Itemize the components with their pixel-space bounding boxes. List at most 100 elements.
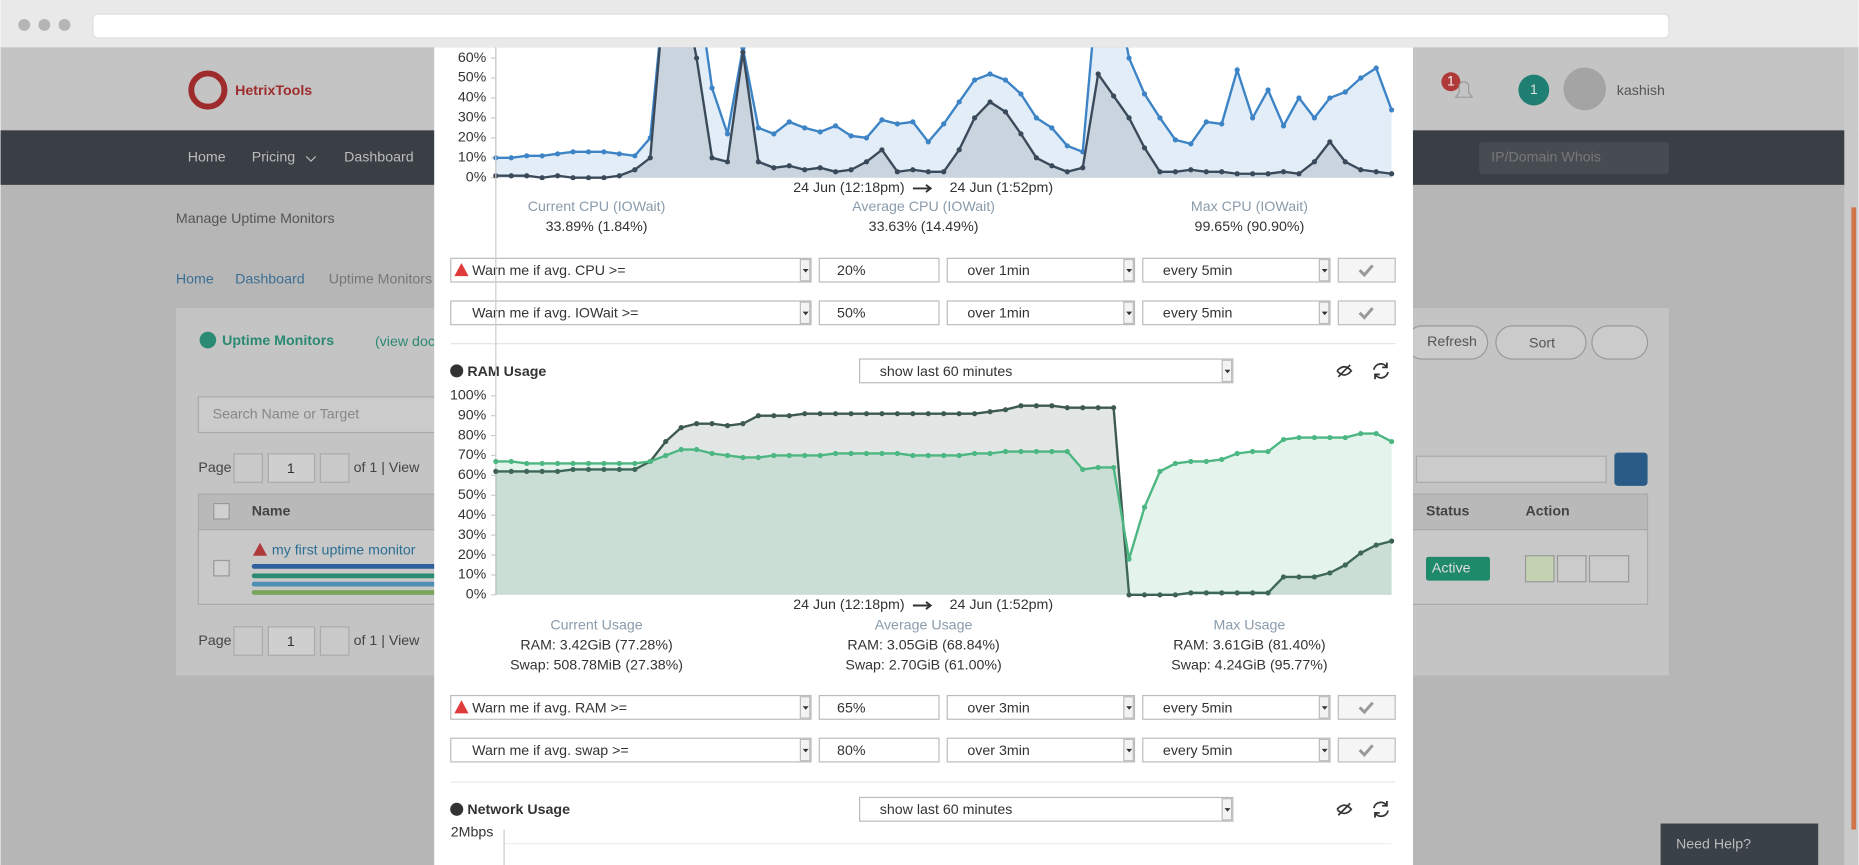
threshold-input[interactable] — [818, 257, 940, 283]
range-select[interactable] — [858, 358, 1234, 384]
window-select[interactable] — [946, 694, 1136, 720]
data-point — [1064, 405, 1070, 411]
data-point — [1188, 590, 1194, 596]
data-point — [1311, 574, 1318, 580]
data-point — [724, 452, 731, 459]
data-point — [601, 466, 607, 473]
data-point — [1049, 403, 1055, 409]
nav-item[interactable]: Dashboard — [344, 149, 413, 165]
nav-item[interactable]: Pricing — [252, 149, 295, 165]
breadcrumb[interactable]: Dashboard — [235, 271, 304, 287]
threshold-input[interactable] — [818, 737, 940, 763]
select-value: Warn me if avg. CPU >= — [472, 263, 625, 279]
data-point — [941, 411, 947, 417]
select-caret — [1321, 268, 1328, 273]
pager-label: Page — [198, 460, 231, 476]
pager-next[interactable] — [319, 453, 350, 483]
stat-value: RAM: 3.42GiB (77.28%) — [520, 638, 672, 654]
metric-select[interactable] — [450, 257, 812, 283]
docs-link[interactable]: (view docs) — [375, 334, 447, 350]
view-button[interactable] — [1524, 555, 1555, 583]
data-point — [972, 411, 978, 417]
data-point — [570, 149, 576, 155]
data-point — [1126, 55, 1132, 61]
logo-icon — [188, 70, 228, 110]
frequency-select[interactable] — [1142, 737, 1331, 763]
column-header: Name — [252, 504, 291, 520]
column-header: Status — [1426, 504, 1470, 520]
refresh-icon — [1372, 801, 1389, 818]
data-point — [1296, 434, 1302, 441]
threshold-input[interactable] — [818, 694, 940, 720]
data-point — [802, 411, 808, 417]
metric-select[interactable] — [450, 694, 812, 720]
pager-prev[interactable] — [233, 626, 263, 656]
help-button[interactable] — [1660, 823, 1819, 865]
window-select[interactable] — [946, 257, 1136, 283]
sort-button[interactable] — [1495, 325, 1587, 360]
select-caret — [1126, 748, 1133, 753]
data-point — [1095, 71, 1101, 77]
select-value: Warn me if avg. swap >= — [472, 743, 629, 759]
data-point — [508, 155, 514, 161]
y-tick-label: 50% — [458, 70, 487, 86]
data-point — [910, 167, 916, 173]
data-point — [724, 131, 731, 137]
username[interactable]: kashish — [1617, 83, 1665, 99]
stat-label: Max CPU (IOWait) — [1191, 199, 1308, 215]
y-tick-label: 70% — [458, 447, 487, 463]
status-badge[interactable] — [1425, 556, 1490, 581]
pager-prev[interactable] — [233, 453, 263, 483]
range-select[interactable] — [858, 796, 1234, 822]
data-point — [1342, 434, 1348, 441]
data-point — [1126, 556, 1132, 562]
stat-value: 33.63% (14.49%) — [869, 219, 979, 235]
warning-icon — [454, 263, 469, 277]
data-point — [1157, 592, 1163, 598]
pager-input[interactable] — [267, 453, 316, 483]
data-point — [1141, 91, 1148, 97]
window-select[interactable] — [946, 300, 1136, 326]
metric-select[interactable] — [450, 300, 812, 326]
frequency-select[interactable] — [1142, 694, 1331, 720]
breadcrumb[interactable]: Home — [176, 271, 214, 287]
header-checkbox[interactable] — [213, 503, 230, 520]
select-value: over 3min — [967, 743, 1029, 759]
nav-item[interactable]: Home — [188, 149, 226, 165]
pager-next[interactable] — [319, 626, 350, 656]
bulk-select[interactable] — [1415, 455, 1607, 483]
frequency-select[interactable] — [1142, 300, 1331, 326]
action-menu[interactable] — [1588, 555, 1630, 583]
user-badge-count: 1 — [1530, 82, 1538, 98]
data-point — [956, 99, 962, 105]
data-point — [1111, 93, 1117, 99]
window-select[interactable] — [946, 737, 1136, 763]
data-point — [832, 123, 839, 129]
row-checkbox[interactable] — [213, 559, 230, 577]
data-point — [771, 165, 777, 171]
frequency-select[interactable] — [1142, 257, 1331, 283]
data-point — [1219, 590, 1225, 596]
data-point — [693, 446, 700, 453]
whois-box[interactable] — [1479, 142, 1669, 175]
threshold-input[interactable] — [818, 300, 940, 326]
pager-input[interactable] — [267, 626, 316, 656]
data-point — [539, 153, 545, 159]
data-point — [554, 173, 561, 179]
search-placeholder: Search Name or Target — [213, 406, 360, 422]
data-point — [879, 411, 885, 417]
monitor-name[interactable]: my first uptime monitor — [272, 543, 416, 559]
metric-select[interactable] — [450, 737, 812, 763]
edit-button[interactable] — [1556, 555, 1587, 583]
bulk-go[interactable] — [1614, 452, 1648, 486]
data-point — [941, 452, 947, 459]
data-point — [585, 466, 592, 473]
uptime-bar — [251, 564, 442, 569]
hide-icon — [1336, 364, 1353, 378]
settings-button[interactable] — [1591, 325, 1649, 360]
data-point — [910, 411, 916, 417]
select-value: show last 60 minutes — [880, 364, 1013, 380]
window-dot — [38, 18, 51, 31]
stat-value: Swap: 4.24GiB (95.77%) — [1171, 658, 1327, 674]
data-point — [1311, 434, 1318, 441]
